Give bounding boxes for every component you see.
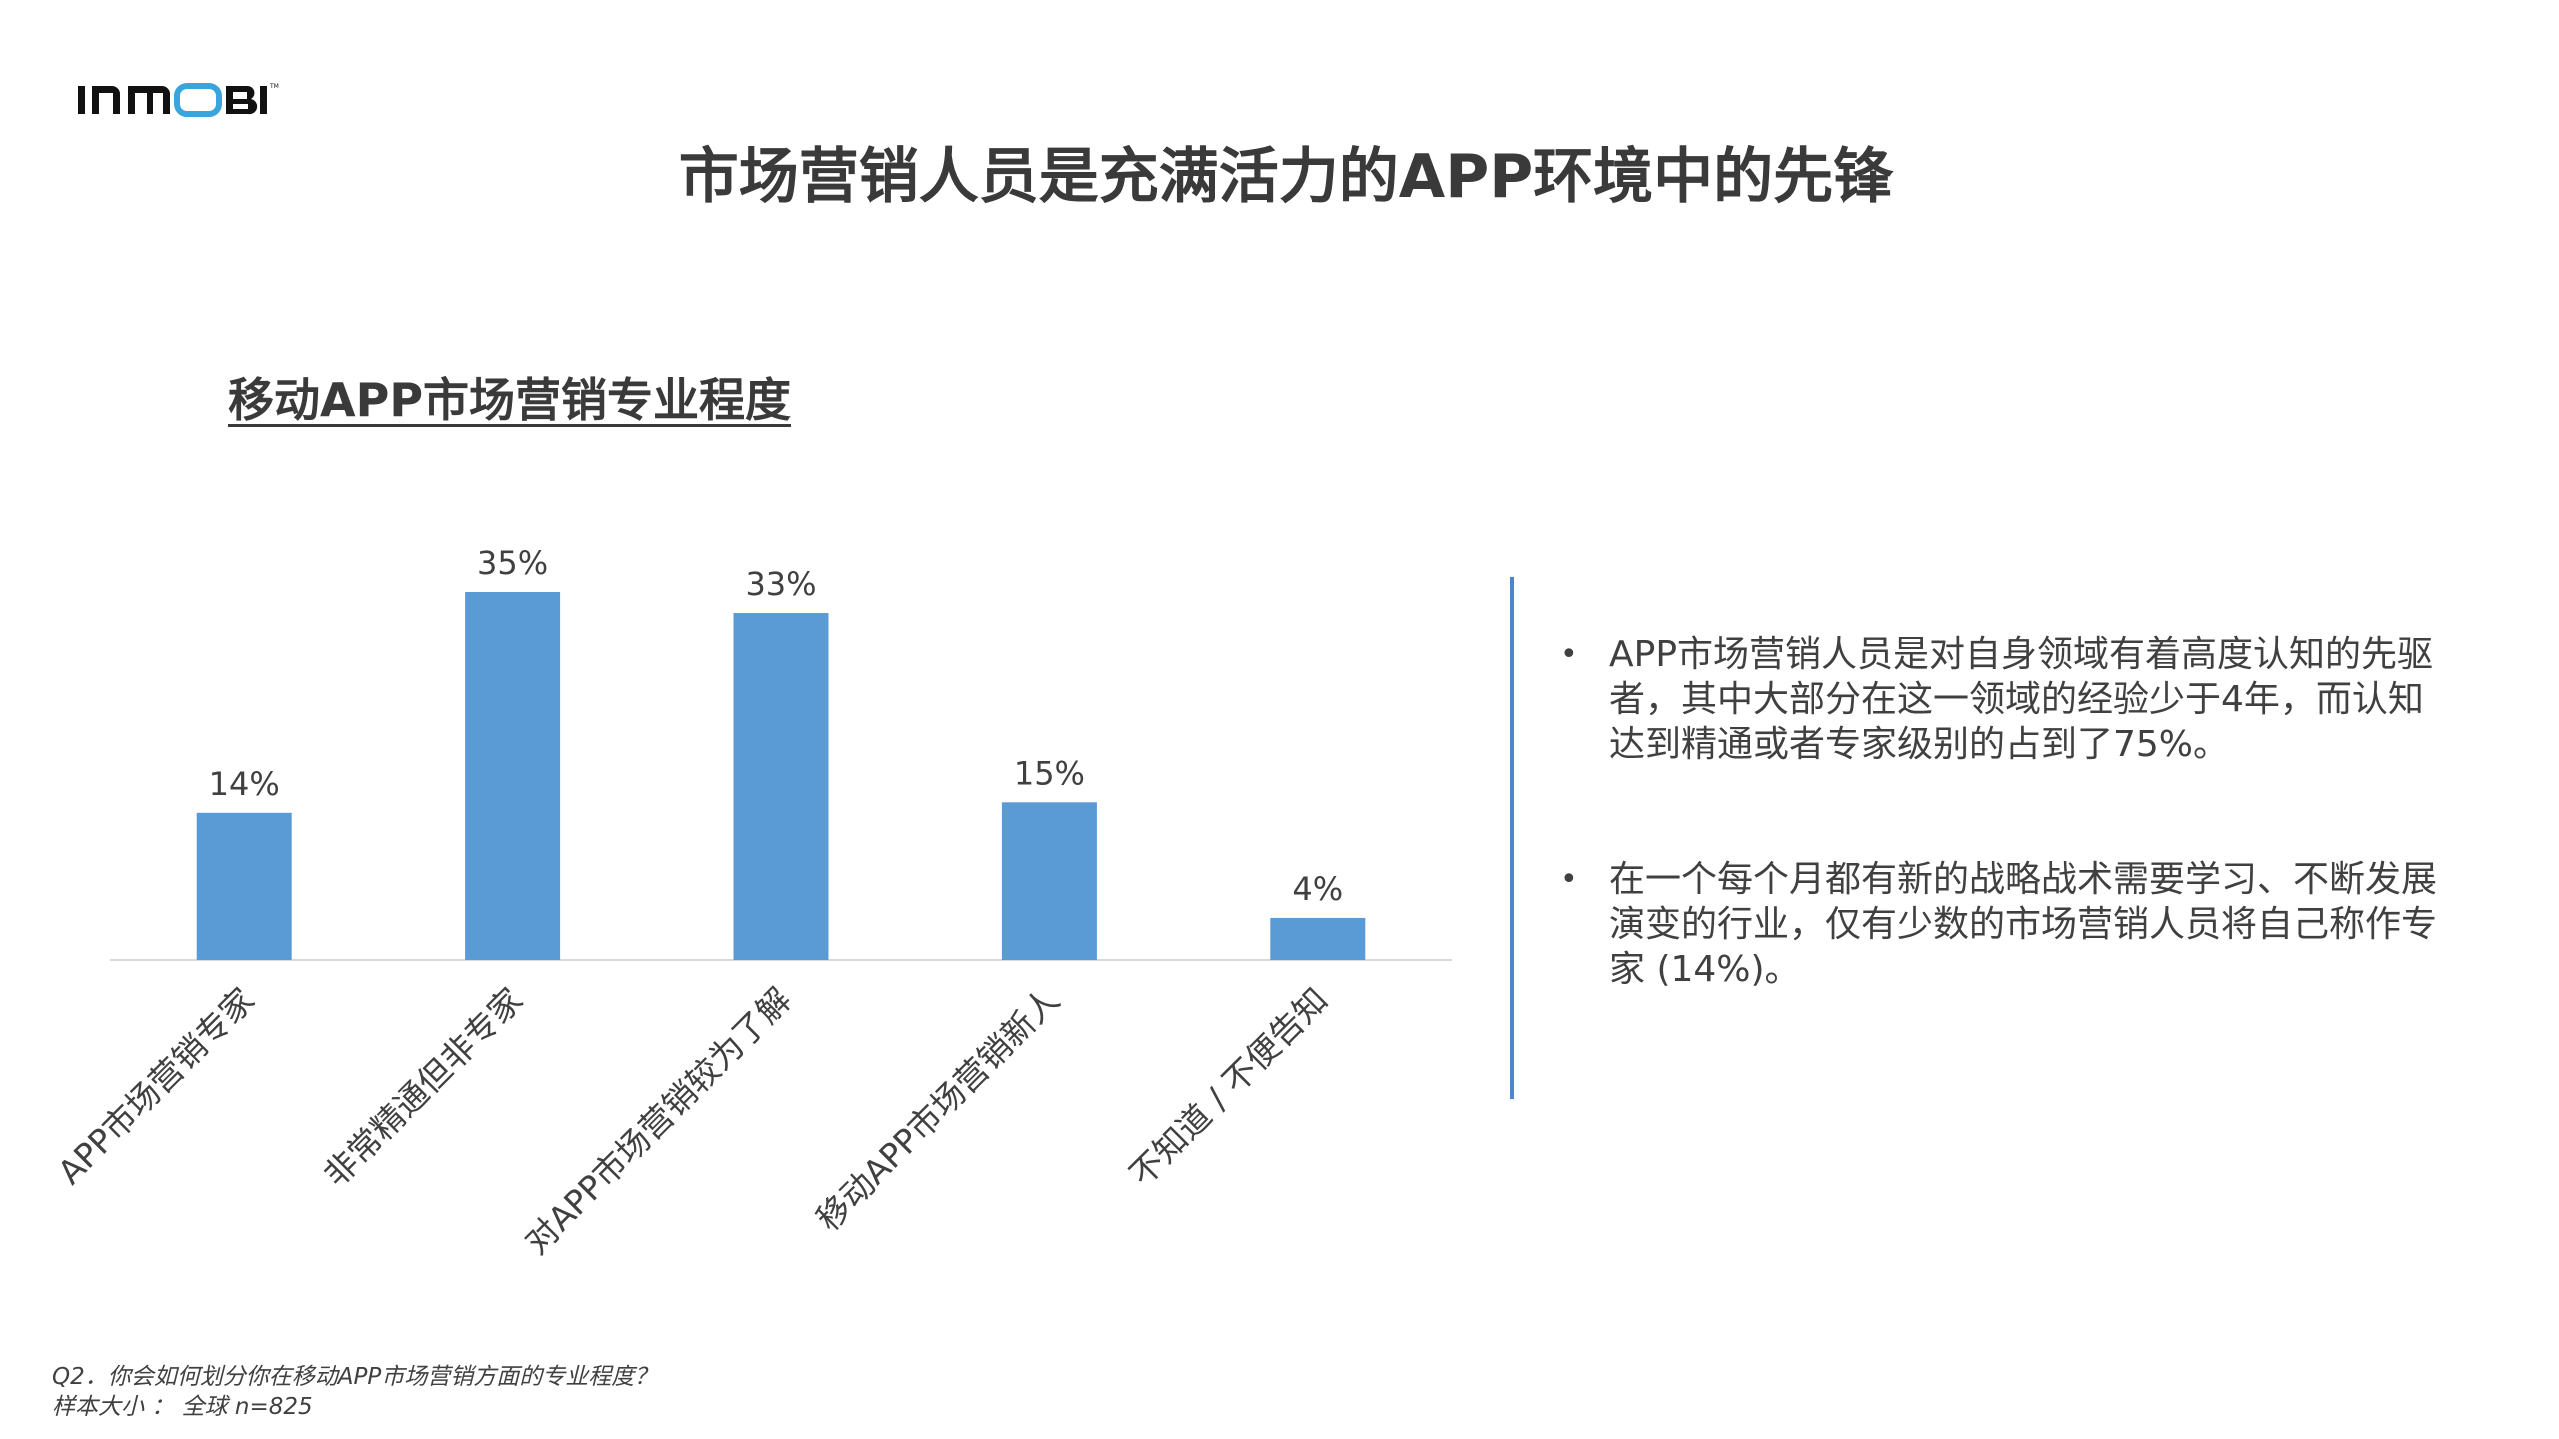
bullet-text: 在一个每个月都有新的战略战术需要学习、不断发展演变的行业，仅有少数的市场营销人员… (1609, 859, 2438, 990)
category-label: 不知道 / 不便告知 (1122, 980, 1336, 1194)
chart-title: 移动APP市场营销专业程度 (228, 373, 792, 427)
data-label: 33% (745, 565, 816, 603)
data-label: 15% (1014, 754, 1085, 792)
bar (196, 812, 292, 960)
key-findings-list: • APP市场营销人员是对自身领域有着高度认知的先驱者，其中大部分在这一领域的经验… (1560, 632, 2460, 1082)
inmobi-logo: TM (78, 83, 279, 117)
bullet-icon: • (1560, 637, 1578, 672)
category-label: 对APP市场营销较为了解 (517, 980, 799, 1262)
bar (465, 592, 561, 960)
survey-question: Q2．你会如何划分你在移动APP市场营销方面的专业程度？ (52, 1364, 658, 1390)
bullet-text: APP市场营销人员是对自身领域有着高度认知的先驱者，其中大部分在这一领域的经验少… (1609, 634, 2434, 765)
svg-text:TM: TM (269, 83, 279, 90)
page-title: 市场营销人员是充满活力的APP环境中的先锋 (678, 142, 1894, 212)
bar (1001, 802, 1097, 960)
sample-size: 样本大小 ： 全球 n=825 (52, 1394, 313, 1420)
bullet-item: • APP市场营销人员是对自身领域有着高度认知的先驱者，其中大部分在这一领域的经验… (1560, 632, 2455, 767)
bar (733, 613, 829, 960)
bar (1270, 917, 1366, 960)
vertical-divider (1510, 577, 1514, 1099)
category-label: APP市场营销专家 (50, 980, 262, 1192)
bar-chart: 14% APP市场营销专家 35% 非常精通但非专家 33% 对APP市场营销较为了解 15… (50, 544, 1452, 1262)
category-label: 移动APP市场营销新人 (809, 980, 1067, 1238)
bullet-item: • 在一个每个月都有新的战略战术需要学习、不断发展演变的行业，仅有少数的市场营销人… (1560, 857, 2455, 992)
data-label: 14% (209, 765, 280, 803)
data-label: 4% (1292, 870, 1343, 908)
footnote: Q2．你会如何划分你在移动APP市场营销方面的专业程度？ 样本大小 ： 全球 n… (52, 1362, 657, 1422)
data-label: 35% (477, 544, 548, 582)
bullet-icon: • (1560, 862, 1578, 897)
category-label: 非常精通但非专家 (316, 980, 530, 1194)
